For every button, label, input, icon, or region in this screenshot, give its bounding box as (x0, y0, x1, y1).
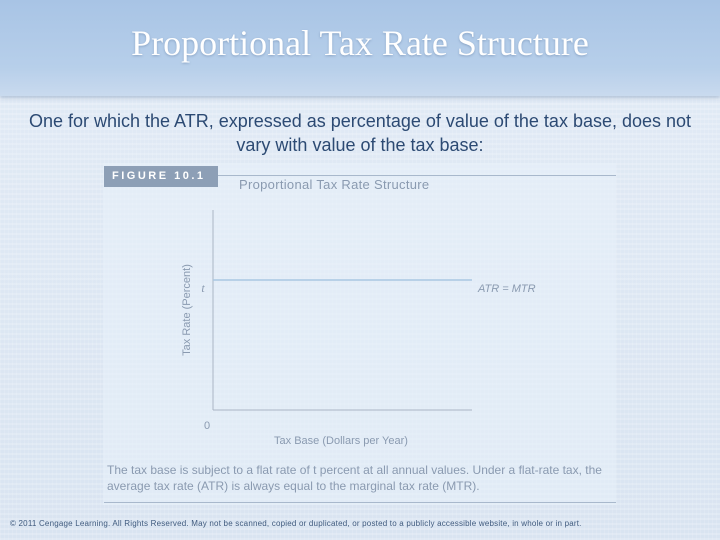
figure-caption: The tax base is subject to a flat rate o… (107, 463, 602, 493)
title-band (0, 0, 720, 96)
figure-bottom-rule (104, 502, 616, 503)
figure-panel (103, 163, 616, 505)
origin-label: 0 (204, 420, 210, 432)
y-axis-label: Tax Rate (Percent) (181, 264, 193, 356)
series-label: ATR = MTR (477, 283, 536, 295)
x-axis-label: Tax Base (Dollars per Year) (274, 435, 408, 447)
slide-title: Proportional Tax Rate Structure (131, 23, 589, 63)
slide-subtitle: One for which the ATR, expressed as perc… (28, 111, 692, 155)
y-tick-label: t (201, 281, 205, 295)
figure-label: FIGURE 10.1 (104, 166, 218, 187)
figure-title: Proportional Tax Rate Structure (239, 177, 430, 192)
copyright-notice: © 2011 Cengage Learning. All Rights Rese… (10, 519, 582, 528)
figure-top-rule (104, 175, 616, 176)
